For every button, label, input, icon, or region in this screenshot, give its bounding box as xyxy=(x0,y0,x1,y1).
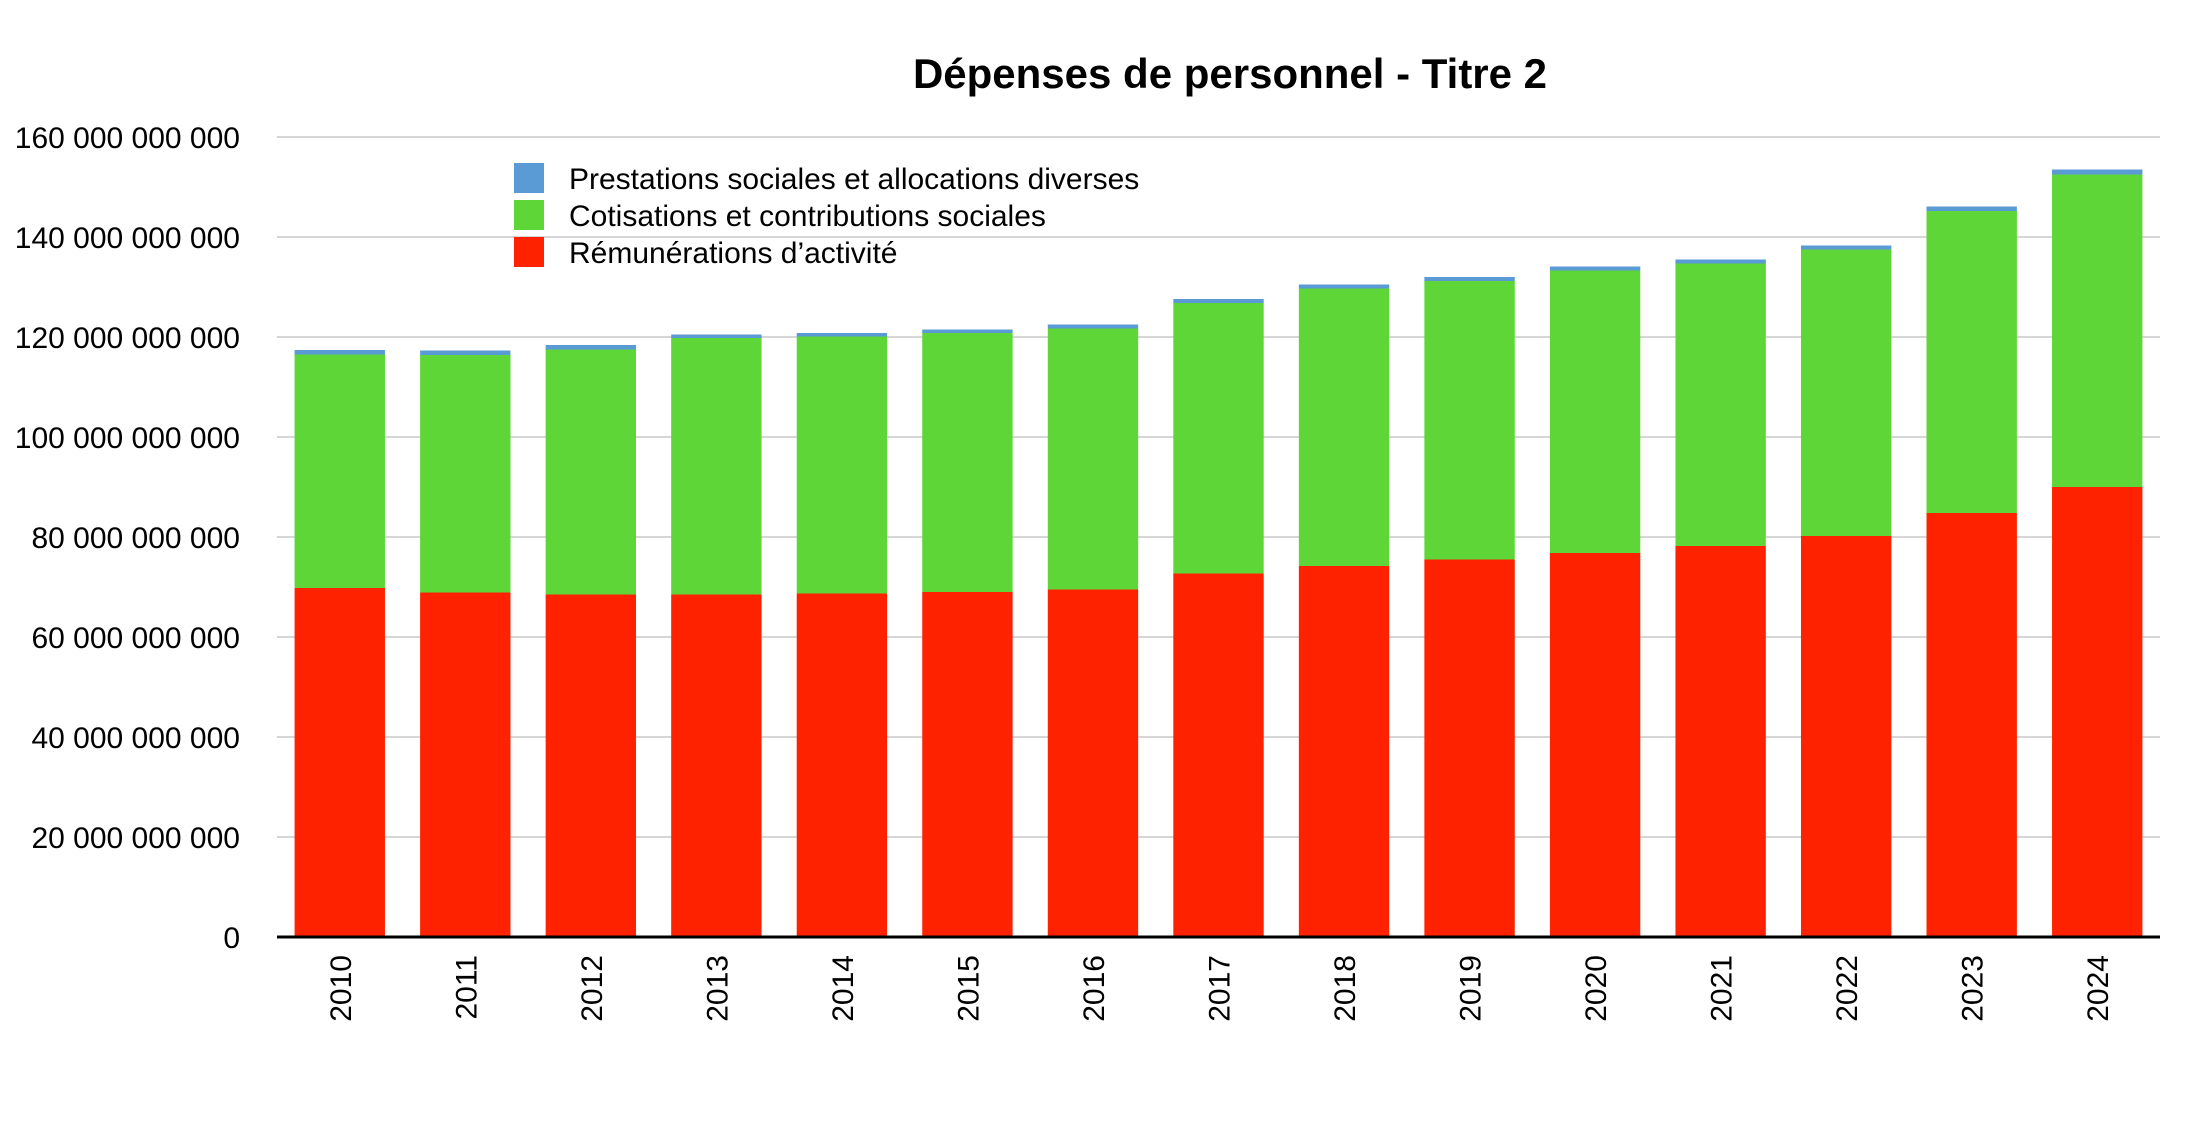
x-tick-label: 2019 xyxy=(1455,955,1488,1022)
legend-label: Rémunérations d’activité xyxy=(569,237,898,270)
bar-segment-2021-series-1 xyxy=(1675,263,1766,546)
y-tick-label: 140 000 000 000 xyxy=(15,222,240,255)
legend-label: Cotisations et contributions sociales xyxy=(569,200,1046,233)
y-tick-label: 100 000 000 000 xyxy=(15,422,240,455)
y-tick-label: 80 000 000 000 xyxy=(31,522,240,555)
x-tick-label: 2021 xyxy=(1706,955,1739,1022)
bar-segment-2016-series-2 xyxy=(1047,324,1139,329)
bar-segment-2015-series-0 xyxy=(922,592,1013,937)
y-tick-label: 60 000 000 000 xyxy=(31,622,240,655)
legend-label: Prestations sociales et allocations dive… xyxy=(569,163,1139,196)
bar-segment-2014-series-0 xyxy=(796,593,888,937)
x-tick-label: 2013 xyxy=(701,955,734,1022)
bar-segment-2016-series-0 xyxy=(1047,589,1139,937)
bar-segment-2023-series-0 xyxy=(1926,513,2017,937)
bar-segment-2022-series-2 xyxy=(1800,245,1892,250)
y-tick-label: 40 000 000 000 xyxy=(31,722,240,755)
bar-segment-2024-series-1 xyxy=(2052,174,2143,487)
bar-segment-2017-series-0 xyxy=(1173,573,1264,937)
bar-segment-2011-series-2 xyxy=(420,350,511,355)
bars xyxy=(294,169,2143,937)
x-tick-label: 2014 xyxy=(827,955,860,1022)
y-tick-label: 120 000 000 000 xyxy=(15,322,240,355)
x-tick-label: 2020 xyxy=(1580,955,1613,1022)
y-tick-label: 160 000 000 000 xyxy=(15,122,240,155)
bar-segment-2014-series-1 xyxy=(796,336,888,594)
bar-segment-2012-series-2 xyxy=(545,345,637,350)
x-axis: 2010 2011 2012 2013 2014 2015 2016 2017 2018 2019… xyxy=(277,935,2160,1022)
bar-segment-2013-series-1 xyxy=(671,338,762,595)
y-tick-label: 20 000 000 000 xyxy=(31,822,240,855)
bar-segment-2020-series-2 xyxy=(1549,266,1641,271)
bar-segment-2010-series-2 xyxy=(294,350,385,355)
y-axis: 0 20 000 000 000 40 000 000 000 60 000 000 … xyxy=(15,122,240,955)
bar-segment-2015-series-2 xyxy=(922,329,1013,333)
legend-swatch xyxy=(514,163,544,193)
bar-segment-2023-series-1 xyxy=(1926,211,2017,513)
x-tick-label: 2022 xyxy=(1831,955,1864,1022)
x-tick-label: 2023 xyxy=(1957,955,1990,1022)
bar-segment-2020-series-1 xyxy=(1549,270,1641,553)
bar-segment-2015-series-1 xyxy=(922,333,1013,592)
x-tick-label: 2017 xyxy=(1204,955,1237,1022)
bar-segment-2016-series-1 xyxy=(1047,328,1139,590)
bar-segment-2018-series-2 xyxy=(1298,284,1390,289)
bar-segment-2011-series-1 xyxy=(420,355,511,593)
bar-segment-2013-series-2 xyxy=(671,334,762,338)
bar-segment-2022-series-0 xyxy=(1800,536,1892,937)
bar-segment-2023-series-2 xyxy=(1926,206,2017,211)
bar-segment-2017-series-1 xyxy=(1173,303,1264,574)
bar-segment-2010-series-0 xyxy=(294,588,385,937)
bar-segment-2018-series-1 xyxy=(1298,288,1390,566)
x-tick-label: 2018 xyxy=(1329,955,1362,1022)
bar-segment-2011-series-0 xyxy=(420,592,511,937)
bar-segment-2018-series-0 xyxy=(1298,566,1390,937)
bar-segment-2014-series-2 xyxy=(796,333,888,337)
bar-segment-2021-series-0 xyxy=(1675,546,1766,937)
x-tick-label: 2024 xyxy=(2082,955,2115,1022)
x-tick-label: 2012 xyxy=(576,955,609,1022)
bar-segment-2012-series-0 xyxy=(545,594,637,937)
x-tick-label: 2011 xyxy=(450,955,483,1020)
x-tick-label: 2015 xyxy=(952,955,985,1022)
bar-segment-2021-series-2 xyxy=(1675,259,1766,264)
bar-segment-2020-series-0 xyxy=(1549,553,1641,937)
x-tick-label: 2016 xyxy=(1078,955,1111,1022)
x-tick-label: 2010 xyxy=(325,955,358,1022)
bar-segment-2019-series-0 xyxy=(1424,559,1515,937)
bar-segment-2022-series-1 xyxy=(1800,249,1892,536)
legend-swatch xyxy=(514,200,544,230)
legend-swatch xyxy=(514,237,544,267)
bar-segment-2024-series-0 xyxy=(2052,487,2143,937)
bar-segment-2019-series-2 xyxy=(1424,277,1515,281)
y-tick-label: 0 xyxy=(223,922,240,955)
bar-segment-2012-series-1 xyxy=(545,349,637,595)
bar-segment-2010-series-1 xyxy=(294,354,385,588)
bar-segment-2013-series-0 xyxy=(671,594,762,937)
bar-segment-2019-series-1 xyxy=(1424,281,1515,560)
bar-segment-2024-series-2 xyxy=(2052,169,2143,175)
legend: Prestations sociales et allocations dive… xyxy=(514,163,1139,270)
bar-segment-2017-series-2 xyxy=(1173,299,1264,303)
chart-title: Dépenses de personnel - Titre 2 xyxy=(913,50,1547,97)
